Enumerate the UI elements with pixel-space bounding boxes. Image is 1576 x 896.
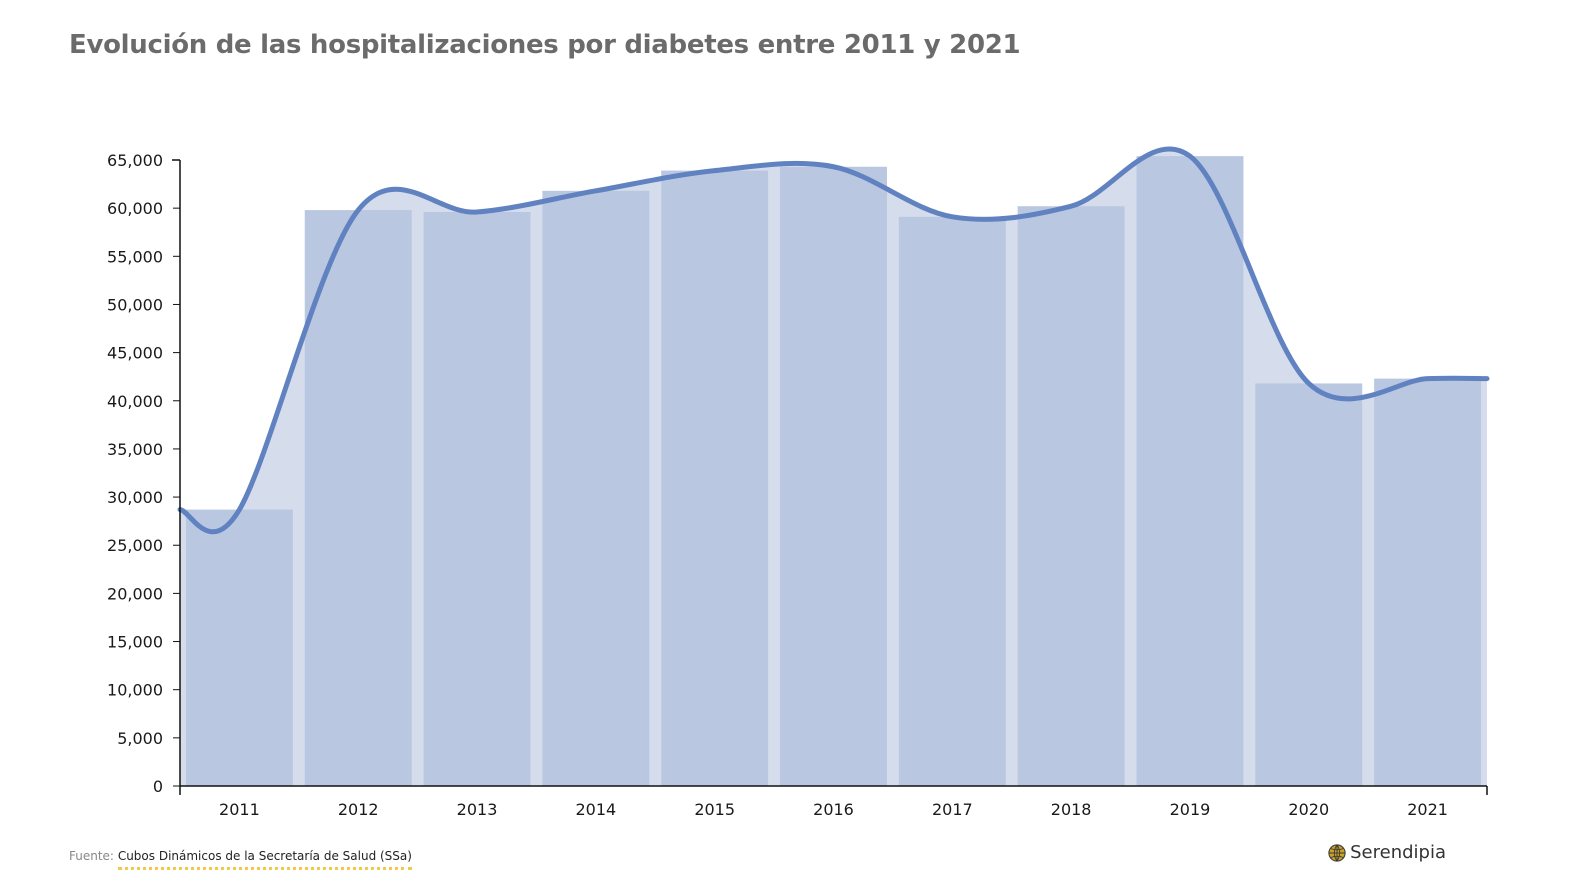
bars-layer xyxy=(185,156,1482,787)
x-tick-label: 2018 xyxy=(1051,800,1092,819)
y-tick-label: 25,000 xyxy=(107,536,163,555)
bar-2015 xyxy=(661,170,769,786)
bar-2017 xyxy=(898,216,1006,786)
y-tick-label: 10,000 xyxy=(107,681,163,700)
x-tick-label: 2019 xyxy=(1170,800,1211,819)
bar-2016 xyxy=(780,166,887,787)
x-tick-label: 2020 xyxy=(1288,800,1329,819)
brand-logo: Serendipia xyxy=(1328,842,1446,863)
bar-2012 xyxy=(304,210,412,786)
line-layer xyxy=(177,146,1490,535)
bar-2020 xyxy=(1255,383,1363,786)
x-tick-label: 2021 xyxy=(1407,800,1448,819)
y-tick-label: 35,000 xyxy=(107,440,163,459)
y-tick-label: 40,000 xyxy=(107,392,163,411)
brand-name: Serendipia xyxy=(1350,842,1446,863)
bar-2011 xyxy=(185,509,293,786)
x-tick-label: 2014 xyxy=(576,800,617,819)
y-tick-label: 15,000 xyxy=(107,633,163,652)
x-tick-label: 2013 xyxy=(457,800,498,819)
y-tick-label: 5,000 xyxy=(117,729,163,748)
x-tick-label: 2011 xyxy=(219,800,260,819)
y-tick-label: 20,000 xyxy=(107,584,163,603)
bar-2013 xyxy=(423,212,531,786)
y-tick-label: 0 xyxy=(153,777,163,796)
bar-2021 xyxy=(1374,378,1482,786)
y-tick-label: 60,000 xyxy=(107,199,163,218)
axes-layer: 0 5,000 10,000 15,000 20,000 25,000 30,000 35,0… xyxy=(107,151,1488,819)
source-link[interactable]: Cubos Dinámicos de la Secretaría de Salu… xyxy=(117,849,412,870)
x-tick-label: 2012 xyxy=(338,800,379,819)
bar-2018 xyxy=(1017,206,1125,787)
x-tick-label: 2016 xyxy=(813,800,854,819)
trend-line xyxy=(177,146,1490,535)
x-tick-label: 2017 xyxy=(932,800,973,819)
chart-title: Evolución de las hospitalizaciones por d… xyxy=(69,30,1021,60)
source-note: Fuente: Cubos Dinámicos de la Secretaría… xyxy=(69,849,412,870)
globe-icon xyxy=(1328,843,1346,862)
y-tick-label: 65,000 xyxy=(107,151,163,170)
x-tick-label: 2015 xyxy=(694,800,735,819)
y-tick-label: 30,000 xyxy=(107,488,163,507)
bar-2014 xyxy=(542,190,650,786)
y-tick-label: 55,000 xyxy=(107,247,163,266)
y-tick-label: 45,000 xyxy=(107,344,163,363)
source-prefix: Fuente: xyxy=(69,849,114,863)
y-tick-label: 50,000 xyxy=(107,295,163,314)
bar-2019 xyxy=(1136,156,1244,786)
